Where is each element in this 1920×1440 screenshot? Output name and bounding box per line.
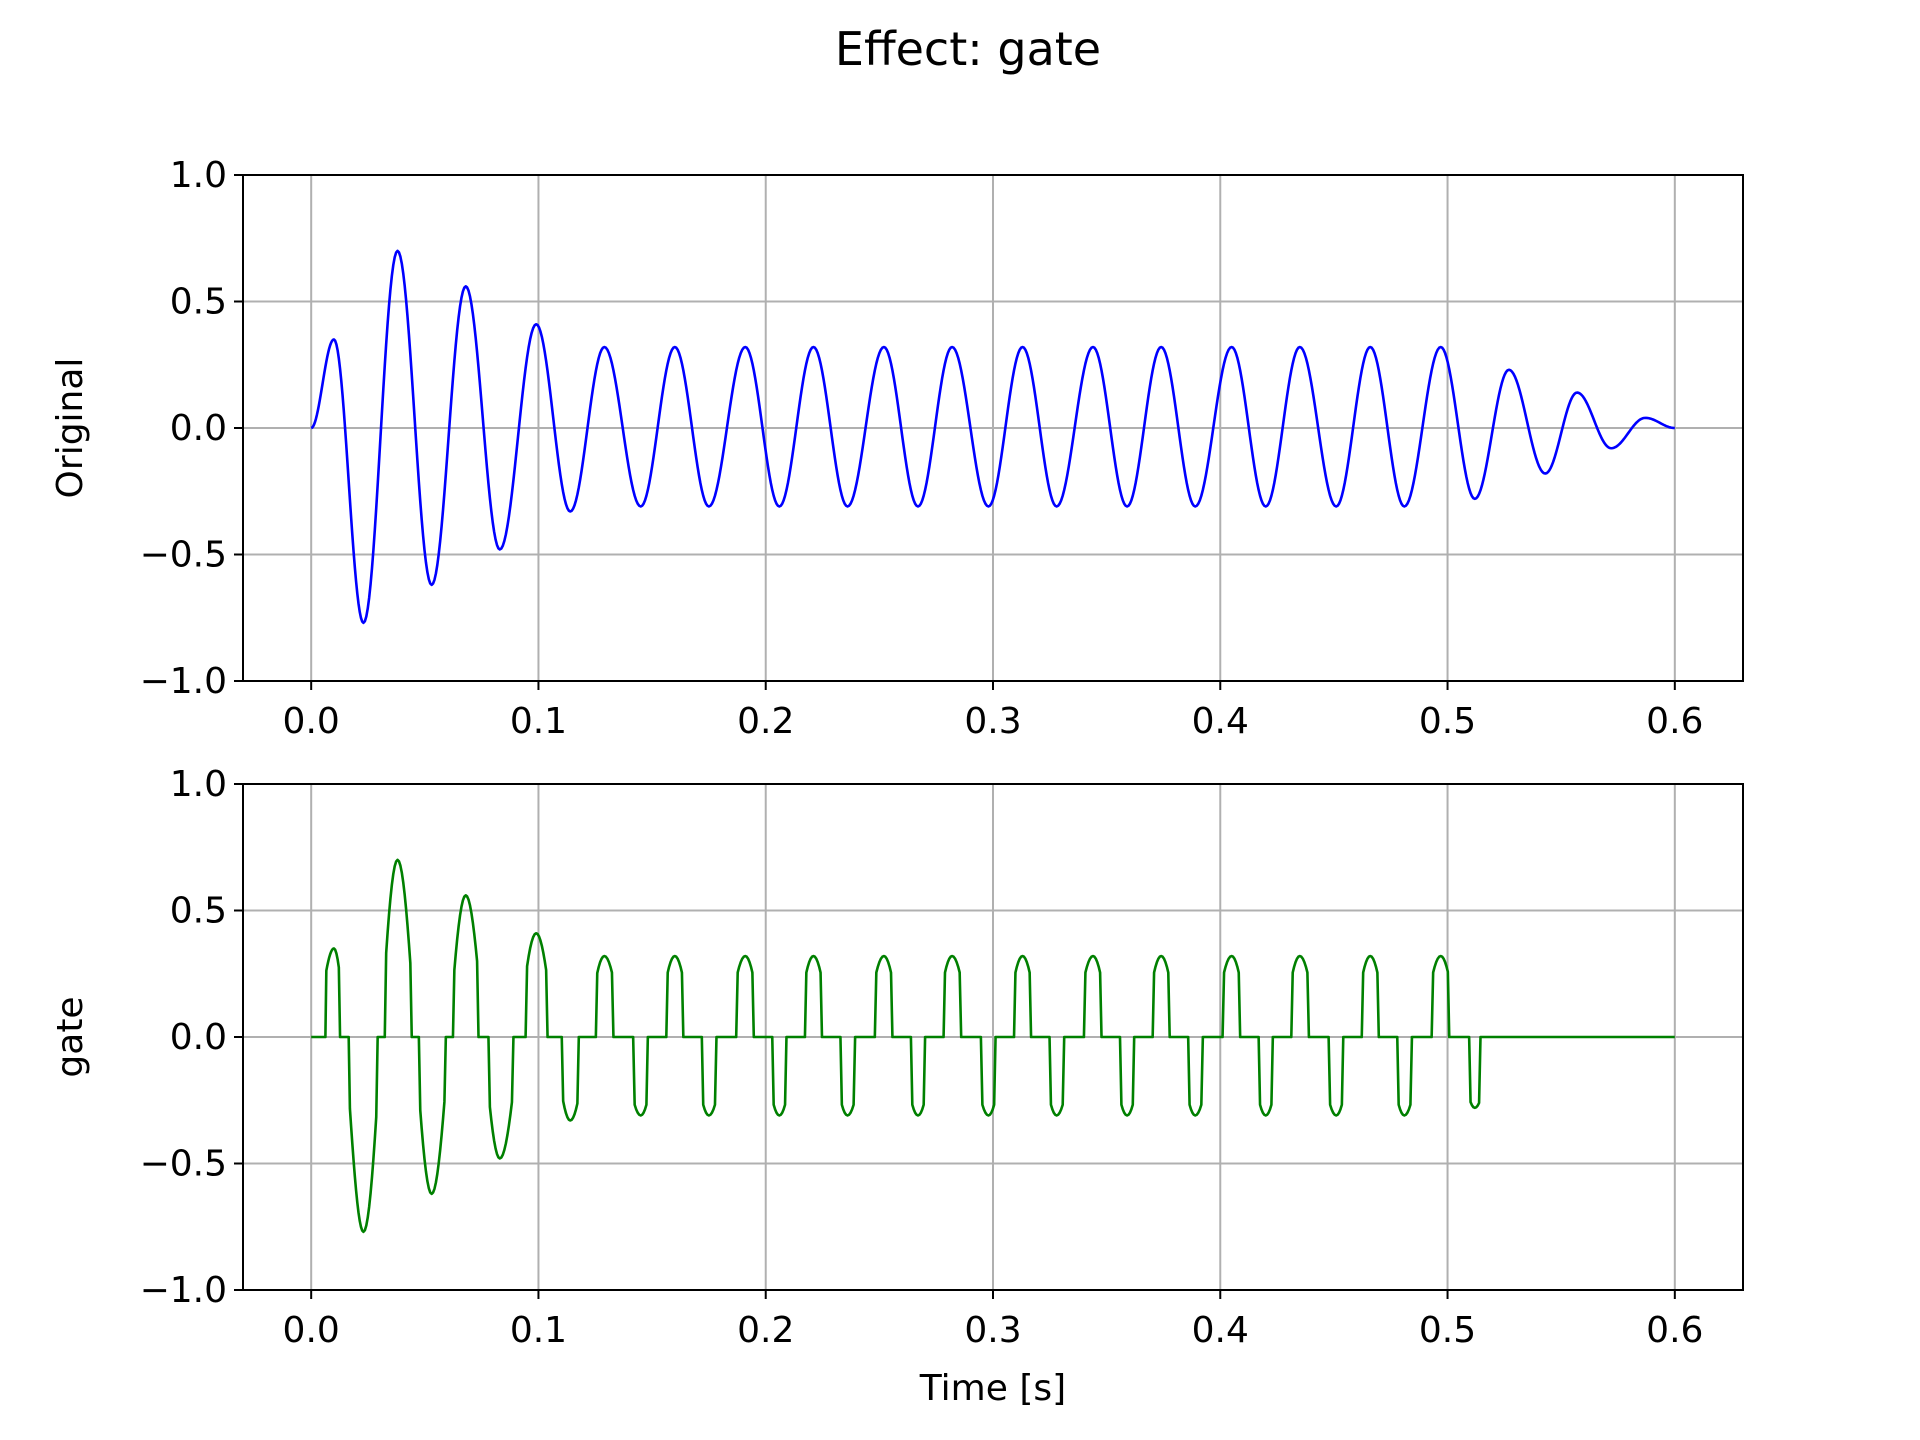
x-tick-label: 0.6	[1646, 701, 1703, 742]
y-tick-label: 0.0	[170, 1017, 227, 1058]
x-tick-label: 0.1	[510, 1310, 567, 1351]
y-axis-label: gate	[50, 996, 91, 1077]
y-tick-label: 0.5	[170, 282, 227, 323]
x-tick-label: 0.6	[1646, 1310, 1703, 1351]
y-tick-label: 0.0	[170, 408, 227, 449]
chart-panel-original: 0.0 0.1 0.2 0.3 0.4 0.5 0.6 −1.0 −0.5 0.0 0.5 1.0 Or…	[50, 155, 1744, 742]
y-tick-label: 0.5	[170, 891, 227, 932]
x-tick-label: 0.0	[283, 1310, 340, 1351]
x-tick-label: 0.3	[964, 701, 1021, 742]
y-tick-label: 1.0	[170, 764, 227, 805]
series-line	[310, 858, 1675, 1234]
x-tick-label: 0.5	[1419, 1310, 1476, 1351]
x-tick-label: 0.2	[737, 1310, 794, 1351]
y-axis-label: Original	[50, 358, 91, 499]
figure-title: Effect: gate	[835, 22, 1101, 76]
chart-panel-gate: 0.0 0.1 0.2 0.3 0.4 0.5 0.6 −1.0 −0.5 0.0 0.5 1.0 ga…	[50, 764, 1744, 1409]
series-line	[310, 249, 1675, 625]
y-tick-label: −0.5	[140, 1144, 227, 1185]
x-tick-label: 0.0	[283, 701, 340, 742]
x-tick-label: 0.4	[1192, 701, 1249, 742]
y-tick-label: −1.0	[140, 661, 227, 702]
x-tick-label: 0.1	[510, 701, 567, 742]
x-tick-label: 0.5	[1419, 701, 1476, 742]
y-tick-label: −0.5	[140, 535, 227, 576]
x-tick-label: 0.2	[737, 701, 794, 742]
y-tick-label: −1.0	[140, 1270, 227, 1311]
y-tick-label: 1.0	[170, 155, 227, 196]
x-axis-label: Time [s]	[919, 1368, 1066, 1409]
x-tick-label: 0.4	[1192, 1310, 1249, 1351]
x-tick-label: 0.3	[964, 1310, 1021, 1351]
